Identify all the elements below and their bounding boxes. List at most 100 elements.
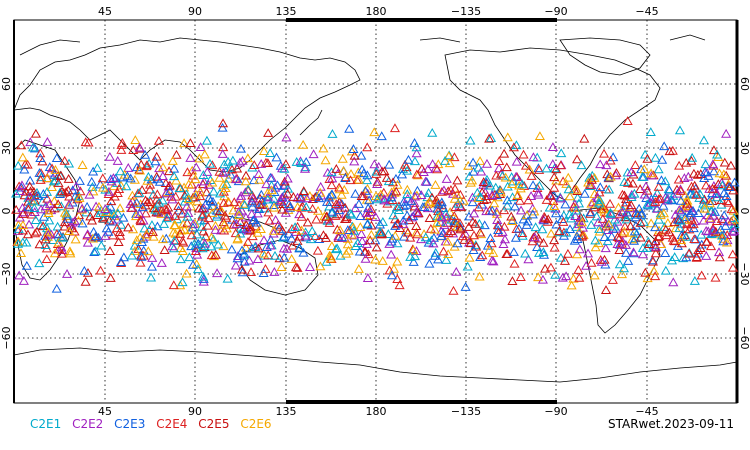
observation-marker xyxy=(509,201,521,211)
observation-marker xyxy=(438,246,449,256)
observation-marker xyxy=(581,260,592,270)
observation-marker xyxy=(492,220,503,230)
observation-marker xyxy=(286,223,297,233)
observation-marker xyxy=(674,160,685,170)
observation-marker xyxy=(210,224,221,234)
observation-marker xyxy=(270,215,281,224)
observation-marker xyxy=(191,162,202,172)
observation-marker xyxy=(22,159,33,169)
observation-marker xyxy=(546,191,557,200)
observation-marker xyxy=(465,177,476,187)
observation-marker xyxy=(173,205,184,215)
lon-labels-top: 45 90 135 180 −135 −90 −45 xyxy=(98,5,659,18)
observation-marker xyxy=(181,193,192,202)
observation-marker xyxy=(25,137,36,147)
observation-marker xyxy=(681,231,692,241)
observation-marker xyxy=(268,228,279,238)
observation-marker xyxy=(131,211,142,221)
observation-marker xyxy=(30,128,41,138)
observation-marker xyxy=(35,153,46,163)
observation-marker xyxy=(217,122,228,132)
observation-marker xyxy=(29,203,40,212)
observation-marker xyxy=(19,164,30,174)
observation-marker xyxy=(603,219,614,229)
observation-marker xyxy=(481,158,493,168)
observation-marker xyxy=(141,160,153,170)
observation-marker xyxy=(497,227,508,236)
observation-marker xyxy=(304,262,316,272)
observation-marker xyxy=(264,215,275,225)
observation-marker xyxy=(468,245,479,255)
observation-marker xyxy=(240,187,251,197)
observation-marker xyxy=(534,131,545,141)
observation-marker xyxy=(572,154,583,164)
observation-marker xyxy=(436,186,447,196)
observation-marker xyxy=(424,258,435,268)
observation-marker xyxy=(593,217,604,227)
observation-marker xyxy=(499,205,510,215)
observation-marker xyxy=(675,206,687,216)
observation-marker xyxy=(296,211,307,221)
observation-marker xyxy=(728,214,739,224)
observation-marker xyxy=(196,221,207,231)
observation-marker xyxy=(698,135,710,145)
observation-marker xyxy=(431,218,443,227)
observation-marker xyxy=(493,163,505,173)
observation-marker xyxy=(545,190,556,200)
observation-marker xyxy=(617,207,628,217)
observation-marker xyxy=(568,273,579,283)
observation-marker xyxy=(402,165,413,175)
observation-marker xyxy=(90,246,101,256)
observation-marker xyxy=(612,239,623,248)
observation-marker xyxy=(327,206,338,216)
observation-marker xyxy=(74,193,85,202)
observation-marker xyxy=(300,227,311,237)
observation-marker xyxy=(377,255,388,265)
observation-marker xyxy=(642,153,653,163)
observation-marker xyxy=(707,188,718,198)
observation-marker xyxy=(520,248,531,258)
observation-marker xyxy=(230,228,241,238)
observation-marker xyxy=(470,218,481,228)
observation-marker xyxy=(302,217,313,227)
observation-marker xyxy=(59,207,71,217)
observation-marker xyxy=(646,218,657,228)
observation-marker xyxy=(439,156,451,165)
observation-marker xyxy=(333,200,345,210)
observation-marker xyxy=(150,204,161,214)
observation-marker xyxy=(348,222,359,232)
observation-marker xyxy=(139,149,151,159)
observation-marker xyxy=(474,156,486,165)
observation-marker xyxy=(245,221,256,231)
observation-marker xyxy=(389,123,401,133)
observation-marker xyxy=(372,194,383,204)
observation-marker xyxy=(710,189,722,199)
observation-marker xyxy=(108,209,119,219)
observation-marker xyxy=(409,197,420,207)
observation-marker xyxy=(723,197,734,207)
observation-marker xyxy=(589,270,600,280)
observation-marker xyxy=(353,174,364,184)
observation-marker xyxy=(392,202,403,212)
observation-marker xyxy=(558,216,569,226)
observation-marker xyxy=(48,176,59,186)
observation-marker xyxy=(481,194,492,204)
observation-marker xyxy=(206,241,217,251)
observation-marker xyxy=(362,142,373,152)
observation-marker xyxy=(146,261,158,271)
observation-marker xyxy=(441,173,452,183)
observation-marker xyxy=(300,230,311,240)
observation-marker xyxy=(499,148,510,158)
observation-marker xyxy=(674,222,685,232)
observation-marker xyxy=(390,173,402,183)
observation-marker xyxy=(51,283,62,293)
observation-marker xyxy=(695,169,706,178)
observation-marker xyxy=(356,229,367,238)
observation-marker xyxy=(150,156,161,166)
observation-marker xyxy=(352,238,363,247)
observation-marker xyxy=(208,234,219,244)
observation-marker xyxy=(198,271,209,281)
observation-marker xyxy=(625,227,636,237)
observation-marker xyxy=(648,198,659,208)
